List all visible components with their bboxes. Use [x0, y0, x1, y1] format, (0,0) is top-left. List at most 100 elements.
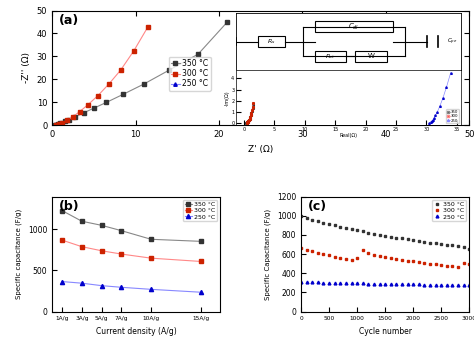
250 °C	[383, 59, 389, 63]
250 °C	[310, 280, 315, 285]
X-axis label: Z' (Ω): Z' (Ω)	[248, 145, 273, 154]
300 °C	[304, 248, 310, 252]
350 °C	[81, 111, 87, 115]
350 °C	[298, 214, 304, 218]
350 °C	[91, 106, 97, 110]
Line: 250 °C: 250 °C	[309, 18, 458, 126]
300 °C	[320, 252, 326, 256]
350 °C	[365, 230, 371, 235]
250 °C	[421, 282, 427, 287]
350 °C	[315, 219, 321, 223]
300 °C	[131, 49, 137, 53]
250 °C	[371, 281, 377, 286]
300 °C	[438, 263, 444, 267]
300 °C	[466, 261, 472, 266]
300 °C	[148, 256, 154, 260]
350 °C	[52, 123, 57, 127]
350 °C	[54, 122, 59, 127]
Line: 350 °C: 350 °C	[300, 214, 471, 251]
350 °C	[438, 242, 444, 246]
250 °C	[79, 281, 85, 285]
350 °C	[62, 119, 67, 124]
250 °C	[454, 18, 460, 22]
300 °C	[118, 252, 124, 256]
Y-axis label: -Z'' (Ω): -Z'' (Ω)	[22, 52, 31, 83]
350 °C	[103, 100, 109, 105]
250 °C	[360, 281, 365, 286]
250 °C	[298, 280, 304, 284]
300 °C	[388, 256, 393, 260]
Line: 250 °C: 250 °C	[60, 279, 202, 294]
350 °C	[444, 243, 450, 247]
300 °C	[326, 253, 332, 258]
300 °C	[399, 258, 405, 262]
350 °C	[450, 243, 456, 247]
350 °C	[360, 229, 365, 233]
250 °C	[427, 282, 433, 287]
300 °C	[410, 259, 416, 264]
Text: (a): (a)	[58, 14, 79, 27]
300 °C	[337, 256, 343, 260]
Text: (b): (b)	[59, 200, 80, 213]
300 °C	[332, 255, 337, 259]
250 °C	[326, 114, 332, 118]
X-axis label: Current density (A/g): Current density (A/g)	[96, 327, 177, 336]
350 °C	[304, 216, 310, 220]
300 °C	[54, 123, 59, 127]
350 °C	[433, 241, 438, 245]
Y-axis label: Specific Capacitance (F/g): Specific Capacitance (F/g)	[265, 209, 271, 300]
350 °C	[320, 220, 326, 225]
350 °C	[332, 223, 337, 228]
300 °C	[64, 118, 70, 122]
300 °C	[315, 251, 321, 255]
350 °C	[326, 222, 332, 226]
350 °C	[310, 218, 315, 222]
350 °C	[371, 231, 377, 236]
350 °C	[383, 233, 388, 238]
Line: 350 °C: 350 °C	[53, 20, 229, 127]
300 °C	[198, 259, 203, 264]
250 °C	[416, 282, 422, 287]
300 °C	[79, 245, 85, 249]
300 °C	[433, 262, 438, 266]
250 °C	[320, 281, 326, 285]
350 °C	[461, 245, 466, 249]
300 °C	[95, 93, 101, 98]
350 °C	[377, 232, 383, 237]
250 °C	[304, 280, 310, 284]
Line: 300 °C: 300 °C	[55, 25, 150, 127]
300 °C	[70, 114, 76, 119]
300 °C	[145, 25, 151, 29]
300 °C	[59, 120, 65, 125]
250 °C	[429, 25, 435, 29]
250 °C	[337, 105, 343, 109]
300 °C	[416, 260, 422, 264]
250 °C	[326, 281, 332, 285]
300 °C	[427, 261, 433, 266]
Line: 350 °C: 350 °C	[60, 209, 202, 243]
300 °C	[59, 238, 65, 242]
300 °C	[106, 82, 112, 86]
250 °C	[377, 282, 383, 286]
250 °C	[466, 283, 472, 287]
300 °C	[450, 264, 456, 268]
350 °C	[118, 229, 124, 233]
300 °C	[360, 248, 365, 252]
300 °C	[56, 122, 62, 126]
250 °C	[433, 282, 438, 287]
250 °C	[455, 283, 461, 287]
Legend: 350 °C, 300 °C, 250 °C: 350 °C, 300 °C, 250 °C	[183, 200, 217, 222]
350 °C	[354, 228, 360, 232]
Line: 250 °C: 250 °C	[300, 280, 471, 287]
350 °C	[198, 239, 203, 244]
250 °C	[316, 120, 322, 124]
300 °C	[393, 257, 399, 261]
250 °C	[438, 283, 444, 287]
250 °C	[148, 287, 154, 292]
300 °C	[85, 103, 91, 107]
350 °C	[416, 239, 422, 243]
300 °C	[99, 248, 104, 253]
250 °C	[349, 281, 355, 285]
300 °C	[383, 255, 388, 259]
300 °C	[365, 251, 371, 256]
